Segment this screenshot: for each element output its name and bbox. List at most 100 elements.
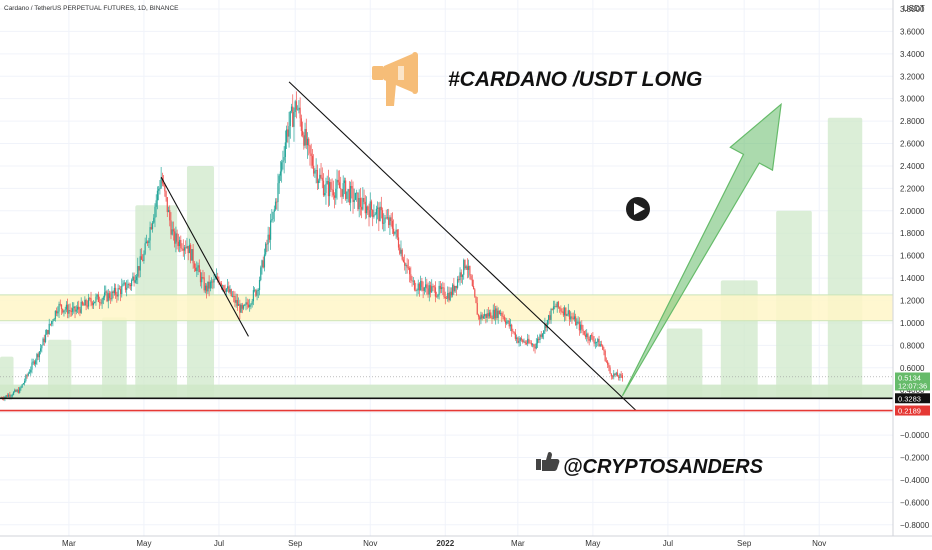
candle bbox=[523, 338, 525, 343]
candle bbox=[322, 173, 325, 197]
candle bbox=[492, 304, 494, 320]
candle bbox=[246, 298, 248, 310]
candle bbox=[567, 303, 569, 317]
candle bbox=[81, 300, 84, 306]
y-tick-label: 0.6000 bbox=[900, 364, 925, 373]
x-tick-label: Jul bbox=[663, 539, 673, 548]
candle bbox=[406, 258, 408, 274]
candle bbox=[180, 235, 182, 253]
candle bbox=[132, 272, 134, 282]
candle bbox=[375, 205, 377, 224]
candle bbox=[245, 296, 247, 311]
candle bbox=[357, 192, 359, 212]
candle bbox=[265, 242, 267, 257]
candle bbox=[401, 248, 403, 261]
candle bbox=[192, 243, 194, 269]
projection-arrow bbox=[621, 102, 782, 397]
candle bbox=[587, 332, 589, 344]
candle bbox=[59, 299, 61, 307]
support-zone bbox=[0, 384, 893, 399]
candle bbox=[378, 202, 380, 232]
candle bbox=[506, 317, 508, 326]
candle bbox=[513, 331, 515, 335]
candle bbox=[560, 305, 562, 315]
candle bbox=[504, 317, 507, 328]
candle bbox=[331, 178, 333, 198]
candle bbox=[527, 333, 529, 347]
candle bbox=[95, 293, 97, 306]
play-icon[interactable] bbox=[626, 197, 650, 221]
candle bbox=[210, 277, 213, 289]
candle bbox=[127, 279, 129, 289]
candle bbox=[563, 305, 566, 322]
candle bbox=[236, 293, 238, 311]
candle bbox=[229, 285, 231, 295]
price-tag: 0.3283 bbox=[895, 393, 930, 404]
candle bbox=[304, 122, 306, 149]
candle bbox=[108, 290, 111, 301]
candle bbox=[438, 280, 440, 300]
candle bbox=[356, 189, 358, 202]
candle bbox=[154, 203, 156, 228]
candle bbox=[285, 125, 288, 149]
candle bbox=[556, 301, 558, 313]
candle bbox=[124, 282, 127, 293]
candle bbox=[539, 333, 541, 344]
decor-bars bbox=[0, 117, 863, 399]
y-axis-bg bbox=[893, 0, 932, 536]
candle bbox=[159, 179, 161, 195]
y-unit: USDT bbox=[903, 4, 925, 13]
candle bbox=[73, 302, 75, 314]
candle bbox=[116, 291, 118, 303]
candle bbox=[428, 281, 430, 302]
candle bbox=[212, 279, 214, 289]
y-tick-label: 3.6000 bbox=[900, 27, 925, 36]
candle bbox=[25, 374, 27, 383]
candle bbox=[142, 254, 144, 262]
candle bbox=[583, 330, 585, 336]
candle bbox=[191, 248, 193, 261]
candle bbox=[507, 319, 509, 324]
candle bbox=[70, 307, 72, 317]
candle bbox=[405, 263, 407, 274]
candle bbox=[147, 240, 149, 247]
candle bbox=[598, 335, 600, 347]
candle bbox=[240, 302, 242, 313]
candle bbox=[464, 259, 466, 271]
candle bbox=[303, 132, 305, 150]
candle bbox=[514, 328, 516, 341]
candle bbox=[433, 284, 435, 293]
candle bbox=[400, 240, 402, 257]
y-tick-label: 2.2000 bbox=[900, 184, 925, 193]
candle bbox=[281, 159, 283, 183]
candle bbox=[561, 308, 563, 314]
candle bbox=[616, 369, 619, 377]
candle bbox=[619, 373, 621, 381]
candle bbox=[486, 309, 488, 323]
candle bbox=[573, 310, 576, 322]
candle bbox=[206, 283, 208, 299]
candle bbox=[299, 97, 301, 127]
price-tag-sublabel: 12:07:36 bbox=[898, 382, 927, 391]
candle bbox=[90, 291, 92, 307]
candle bbox=[80, 297, 82, 314]
y-tick-label: 1.2000 bbox=[900, 297, 925, 306]
candle bbox=[610, 373, 612, 380]
candle bbox=[204, 283, 207, 294]
candle bbox=[53, 317, 55, 321]
candle bbox=[20, 385, 22, 391]
candle bbox=[463, 258, 465, 280]
candle bbox=[294, 99, 296, 118]
candle bbox=[384, 214, 386, 232]
candle bbox=[511, 323, 513, 337]
candle bbox=[498, 310, 500, 315]
trendlines bbox=[160, 81, 637, 411]
candle bbox=[52, 318, 54, 327]
candle bbox=[543, 330, 545, 340]
candle bbox=[341, 189, 343, 204]
candle bbox=[588, 336, 590, 346]
candle bbox=[118, 285, 120, 290]
candle bbox=[533, 343, 535, 352]
candle bbox=[257, 288, 259, 299]
